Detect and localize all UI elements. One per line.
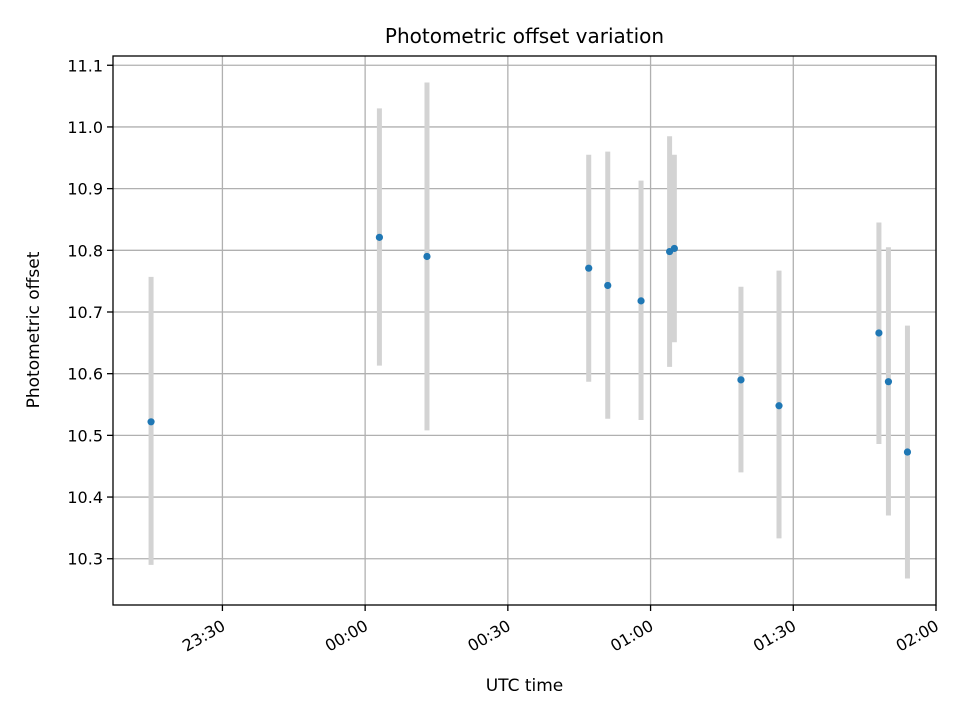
- data-point: [903, 448, 912, 456]
- y-axis-title: Photometric offset: [24, 251, 44, 408]
- y-tick-label: 10.3: [67, 550, 103, 569]
- plot-area-frame: [112, 55, 937, 606]
- data-point: [775, 402, 783, 410]
- y-axis: 10.3 10.4 10.5 10.6 10.7 10.8 10.9 11.0 11.1: [67, 56, 113, 569]
- y-tick-label: 10.8: [67, 241, 103, 260]
- data-points: [147, 233, 912, 456]
- data-point: [884, 378, 893, 386]
- y-tick-label: 11.1: [67, 56, 103, 75]
- data-point: [637, 297, 645, 305]
- data-point: [375, 233, 384, 241]
- x-axis-title: UTC time: [486, 676, 564, 696]
- data-point: [737, 376, 745, 384]
- data-point: [147, 418, 155, 426]
- y-tick-label: 10.7: [67, 303, 103, 322]
- y-tick-label: 10.4: [67, 488, 103, 507]
- data-point: [875, 329, 883, 337]
- data-point: [670, 244, 678, 253]
- data-point: [604, 281, 612, 290]
- data-point: [423, 252, 431, 261]
- data-point: [585, 264, 593, 272]
- y-tick-label: 11.0: [67, 118, 103, 137]
- y-tick-label: 10.6: [67, 365, 103, 384]
- chart-title: Photometric offset variation: [385, 24, 664, 48]
- y-tick-label: 10.9: [67, 180, 103, 199]
- y-tick-label: 10.5: [67, 426, 103, 445]
